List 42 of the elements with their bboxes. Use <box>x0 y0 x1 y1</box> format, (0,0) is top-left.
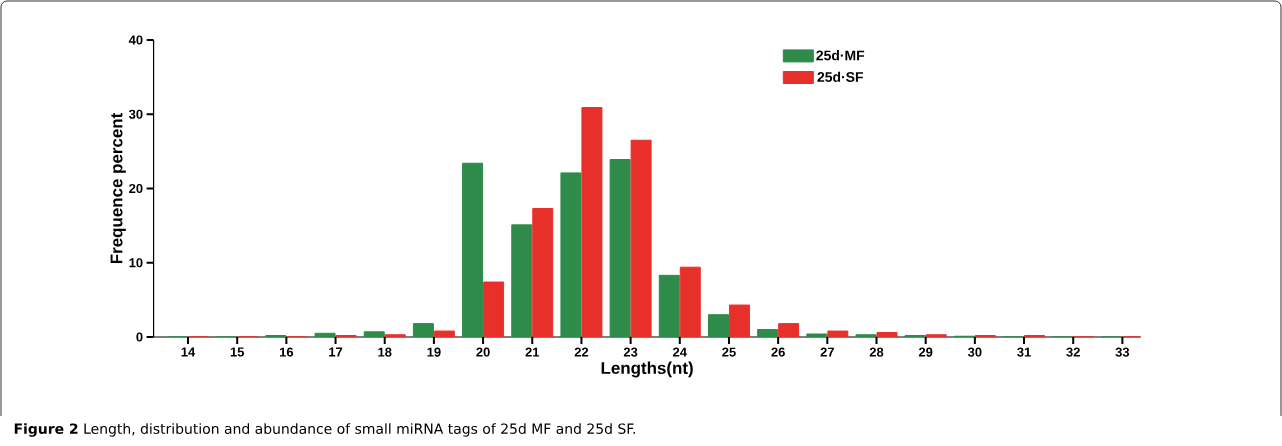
x-tick-label: 23 <box>623 347 638 357</box>
y-tick-label: 10 <box>129 258 143 268</box>
x-tick-label: 20 <box>476 347 490 357</box>
y-tick-label: 0 <box>136 332 143 342</box>
bar <box>778 323 800 337</box>
x-tick-label: 18 <box>378 347 392 357</box>
y-tick-label: 20 <box>129 183 143 194</box>
x-tick-label: 33 <box>1115 347 1130 357</box>
x-tick-label: 14 <box>181 347 196 357</box>
x-tick-label: 32 <box>1066 347 1080 357</box>
bar <box>925 334 947 337</box>
x-tick-label: 29 <box>918 347 933 357</box>
x-tick-label: 26 <box>771 347 785 357</box>
y-axis-title: Frequence percent <box>110 112 126 264</box>
x-tick-label: 15 <box>230 347 245 357</box>
x-tick-label: 28 <box>869 347 884 357</box>
x-tick-label: 30 <box>967 347 982 357</box>
x-tick-label: 17 <box>329 347 343 357</box>
bar <box>581 107 603 337</box>
text: Figure 2 Length, distribution and abundance of small miRNA tags of 25d MF and 25d SF. <box>14 423 635 437</box>
bar <box>532 208 554 337</box>
bar <box>876 332 898 337</box>
x-tick-label: 21 <box>525 347 540 357</box>
legend-label: 25d·SF <box>817 71 863 82</box>
x-tick-label: 27 <box>820 347 834 357</box>
y-tick-label: 40 <box>128 35 143 45</box>
y-tick-label: 30 <box>128 109 143 119</box>
bar <box>433 330 455 337</box>
x-tick-label: 22 <box>574 347 589 357</box>
x-tick-label: 31 <box>1017 347 1031 357</box>
bar <box>728 304 750 337</box>
bar <box>483 281 505 337</box>
bar <box>384 334 406 337</box>
x-tick-label: 19 <box>427 347 441 357</box>
x-tick-label: 24 <box>673 347 687 357</box>
bar <box>630 139 652 337</box>
bar <box>679 266 701 337</box>
legend-label: 25d·MF <box>816 50 865 61</box>
x-axis-title: Lengths(nt) <box>601 361 693 378</box>
x-tick-label: 16 <box>279 347 294 357</box>
bar <box>827 330 849 337</box>
x-tick-label: 25 <box>722 347 736 357</box>
